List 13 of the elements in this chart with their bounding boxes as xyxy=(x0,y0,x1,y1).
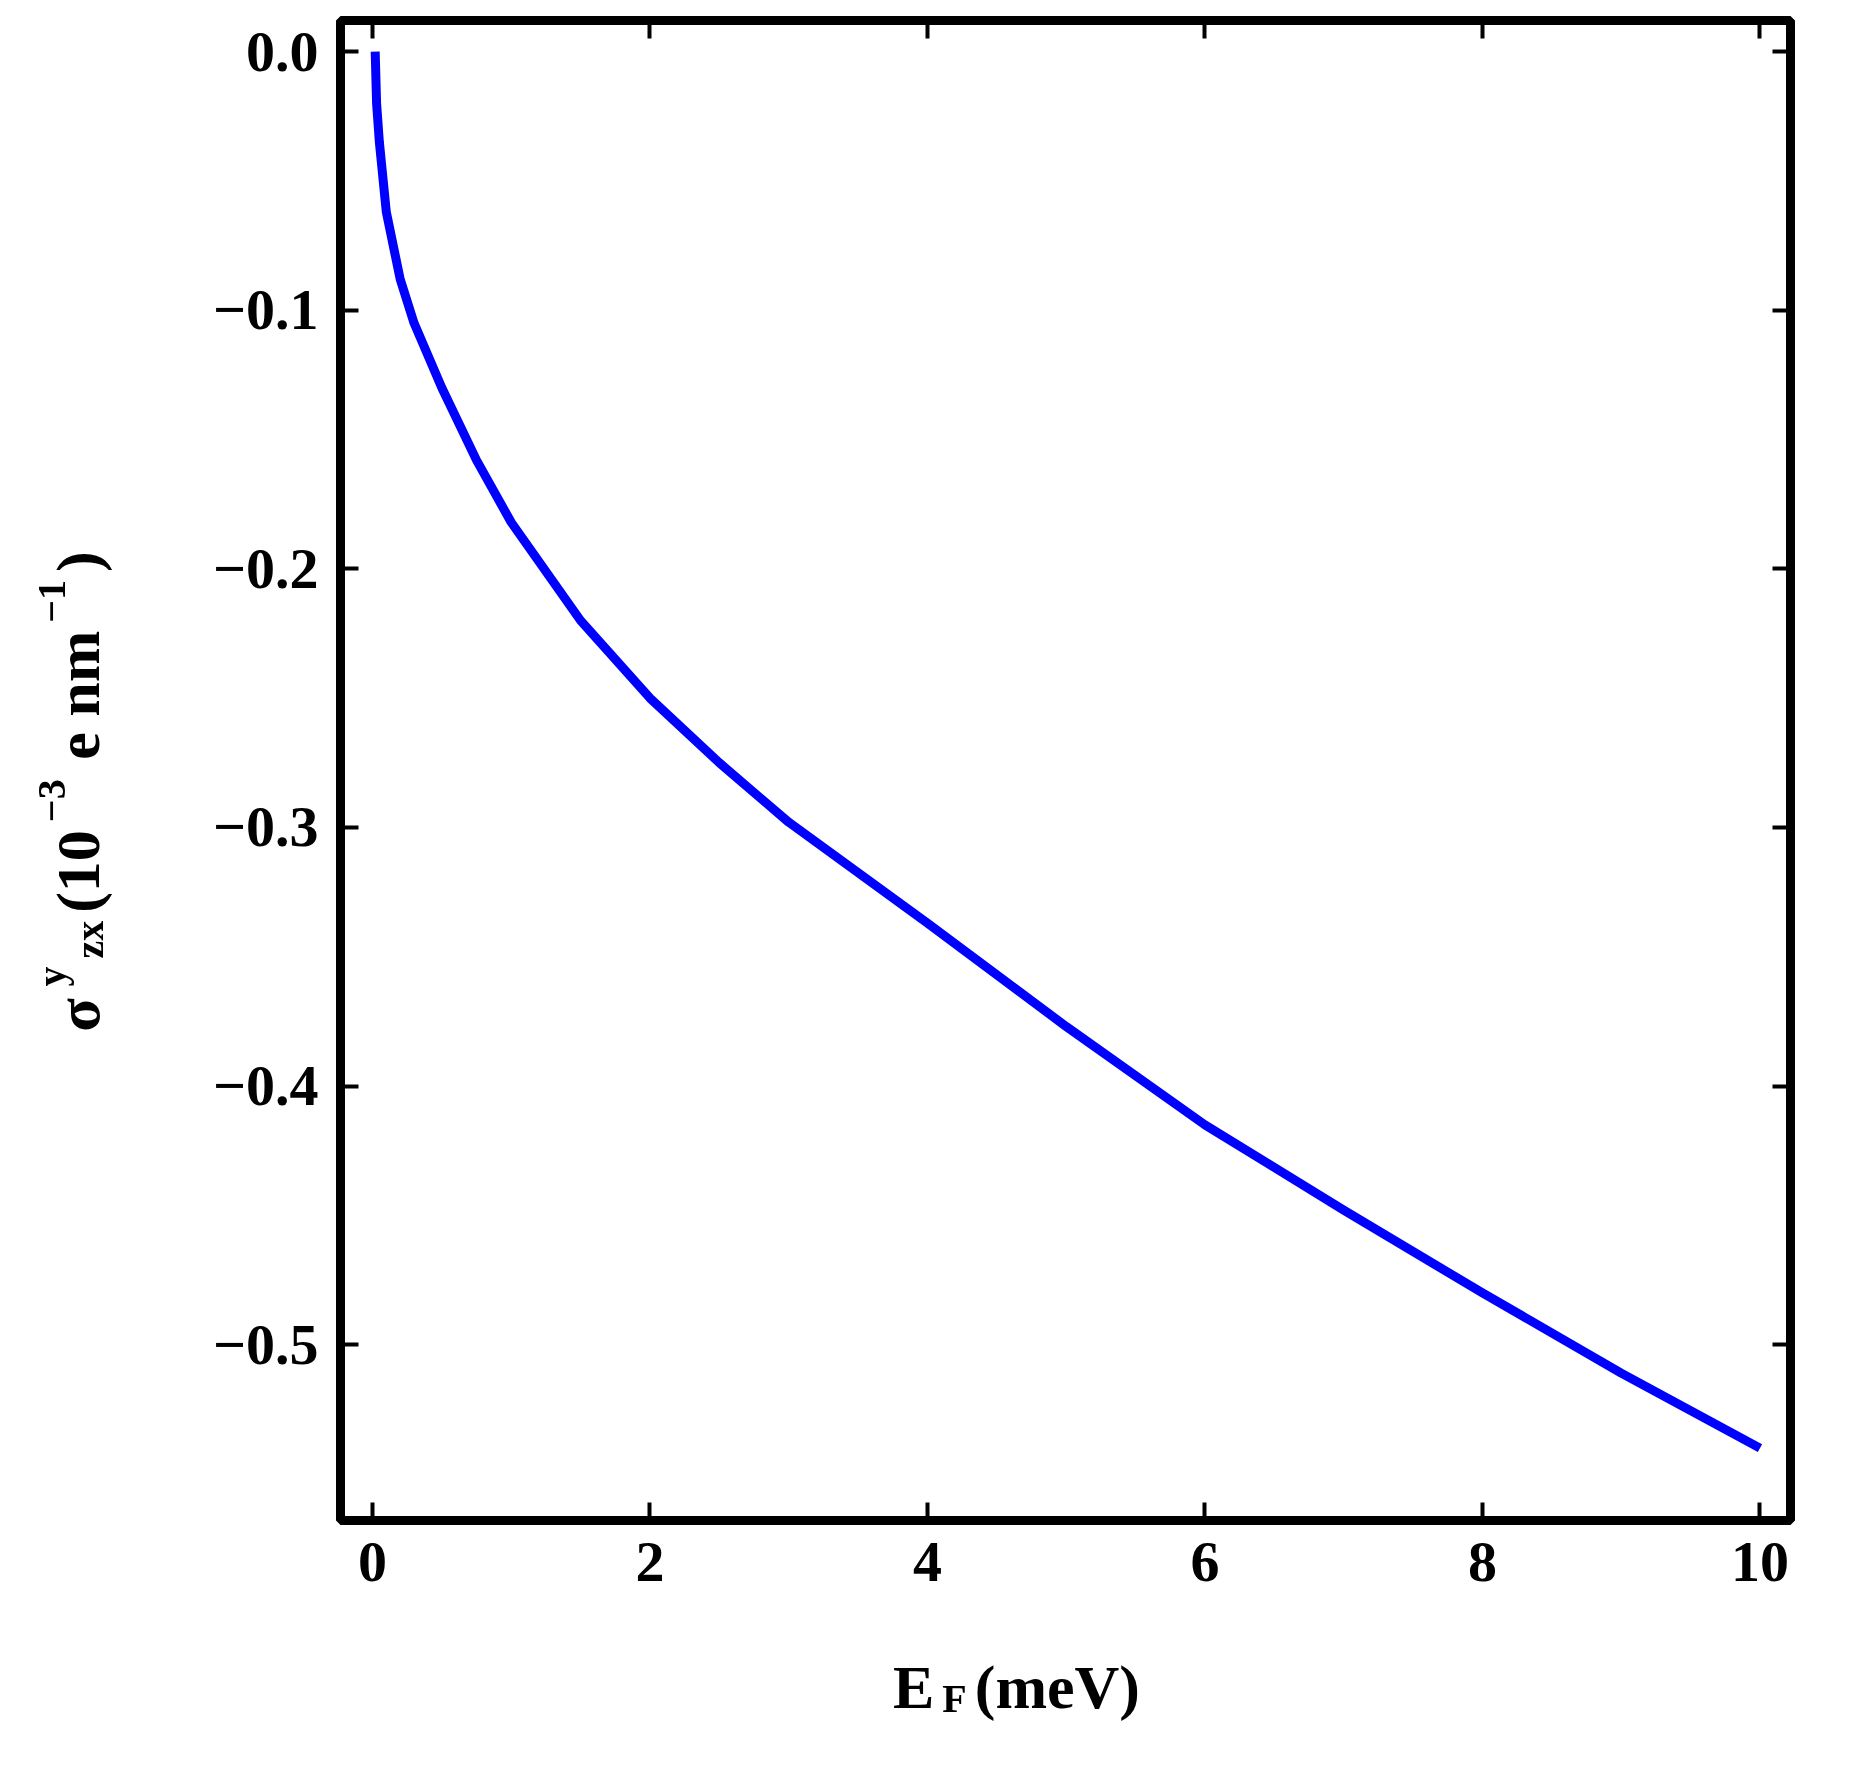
x-tick-label: 4 xyxy=(912,1528,942,1594)
x-tick-label: 2 xyxy=(635,1528,665,1594)
x-tick-label: 0 xyxy=(357,1528,387,1594)
y-tick-label: −0.5 xyxy=(212,1311,319,1377)
x-tick-label: 8 xyxy=(1467,1528,1497,1594)
y-tick-label: −0.3 xyxy=(212,794,319,860)
y-tick-label: 0.0 xyxy=(246,18,319,84)
x-tick-label: 6 xyxy=(1190,1528,1220,1594)
x-tick-label: 10 xyxy=(1730,1528,1789,1594)
y-axis-title: σyzx(10−3 e nm−1) xyxy=(28,551,113,1032)
y-tick-label: −0.4 xyxy=(212,1053,319,1119)
y-tick-label: −0.1 xyxy=(212,277,319,343)
y-tick-label: −0.2 xyxy=(212,535,319,601)
